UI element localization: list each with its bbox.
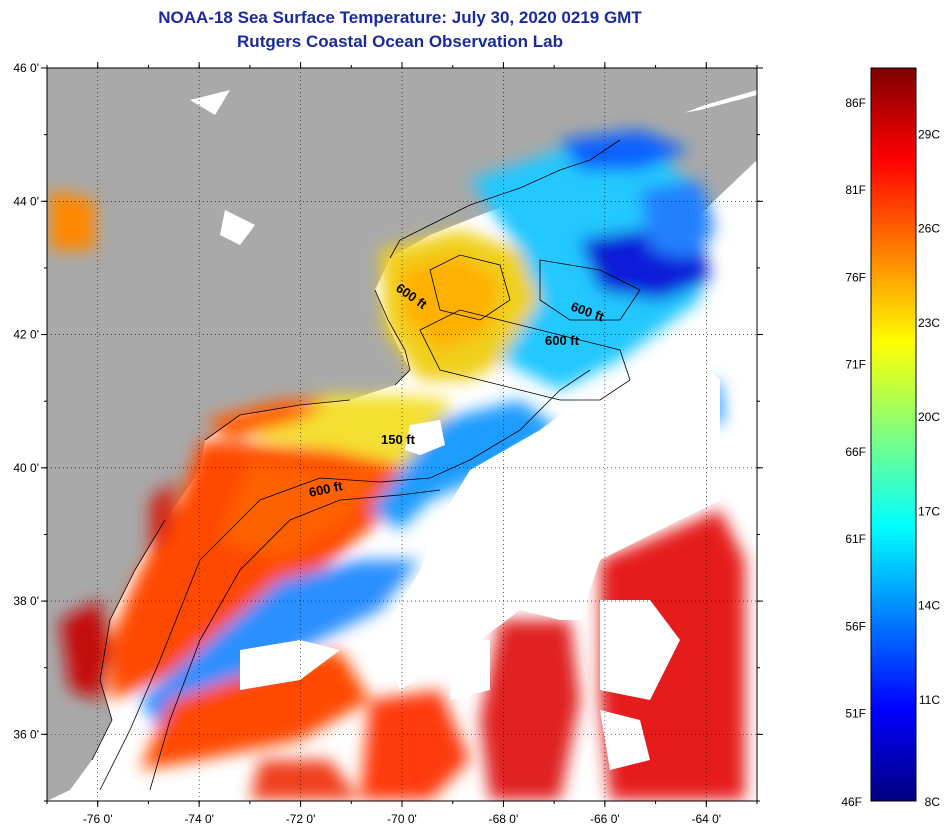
lat-tick-label: 42 0': [13, 328, 39, 342]
lon-tick-label: -64 0': [691, 812, 721, 826]
lat-tick-label: 44 0': [13, 194, 39, 208]
lon-tick-label: -68 0': [489, 812, 519, 826]
lon-tick-label: -74 0': [184, 812, 214, 826]
contour-label: 600 ft: [545, 333, 580, 348]
bathymetry-contours: [99, 254, 641, 791]
lon-tick-label: -66 0': [590, 812, 620, 826]
contour-label: 150 ft: [381, 432, 416, 447]
coastline: [91, 139, 621, 761]
lat-tick-label: 36 0': [13, 727, 39, 741]
contour-label: 600 ft: [308, 478, 345, 500]
cloud-mask: [190, 90, 720, 770]
map-subtitle: Rutgers Coastal Ocean Observation Lab: [237, 32, 563, 51]
longitude-axis: -76 0' -74 0' -72 0' -70 0' -68 0' -66 0' -64 …: [46, 62, 758, 826]
lat-tick-label: 38 0': [13, 594, 39, 608]
lon-tick-label: -70 0': [387, 812, 417, 826]
map-title: NOAA-18 Sea Surface Temperature: July 30…: [158, 8, 642, 27]
lat-tick-label: 46 0': [13, 61, 39, 75]
lon-tick-label: -72 0': [286, 812, 316, 826]
lon-tick-label: -76 0': [83, 812, 113, 826]
lat-tick-label: 40 0': [13, 461, 39, 475]
land-mass: [47, 68, 757, 801]
latitude-axis: 46 0' 44 0' 42 0' 40 0' 38 0' 36 0': [13, 61, 763, 802]
